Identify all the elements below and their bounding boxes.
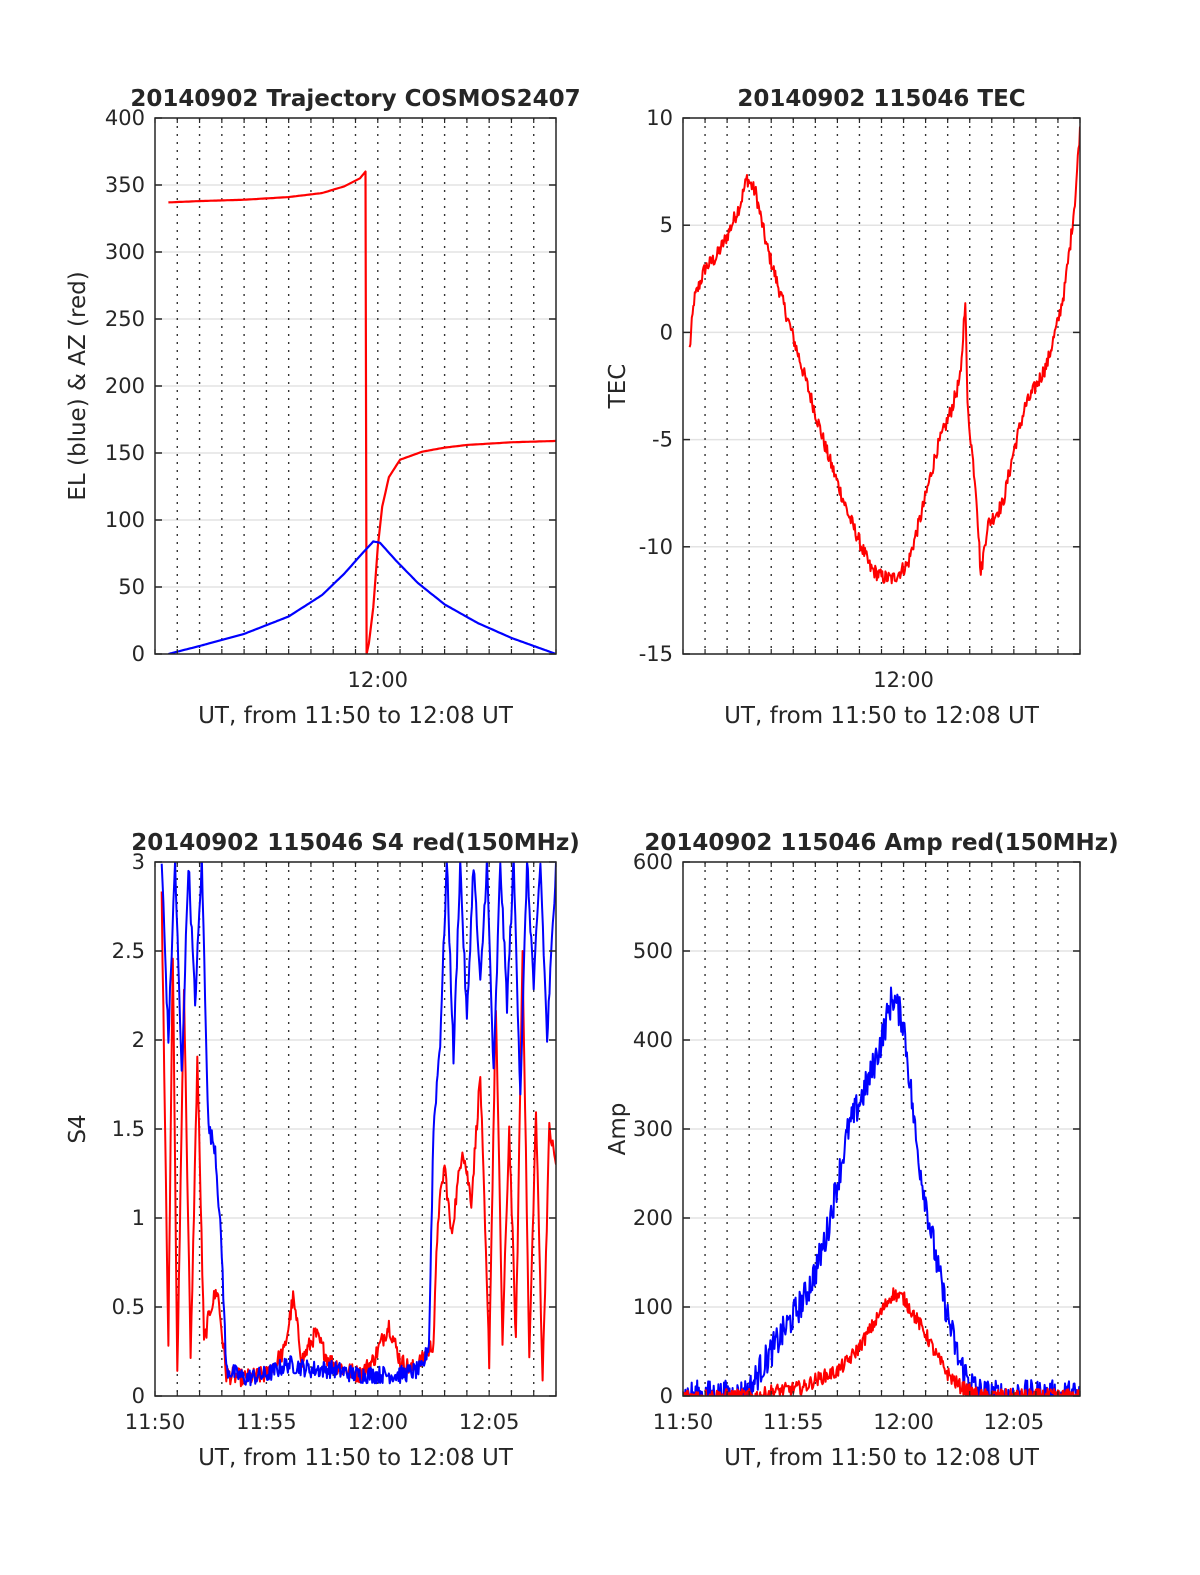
y-tick-label: -5 [652,428,673,452]
y-tick-label: -15 [639,642,673,666]
chart-trajectory: 0 50 100 150 200 250 300 350 400 12:00 20140902 Tr… [65,86,581,729]
y-axis-label: TEC [605,364,631,410]
y-tick-label: 400 [105,106,145,130]
chart-s4: 0 0.5 1 1.5 2 2.5 3 11:50 11:55 12:00 12:05 2014090… [65,830,580,1471]
y-tick-label: 300 [105,240,145,264]
x-tick-label: 12:00 [873,1410,934,1434]
y-tick-label: 400 [633,1028,673,1052]
y-tick-label: 0 [660,1384,673,1408]
y-tick-label: 0.5 [112,1295,145,1319]
x-tick-label: 11:55 [236,1410,297,1434]
y-tick-label: 50 [118,575,145,599]
chart-tec: -15 -10 -5 0 5 10 12:00 20140902 115046 TEC UT, … [605,86,1081,729]
series-line-red [688,126,1080,585]
y-tick-label: 1 [132,1206,145,1230]
x-tick-label: 12:00 [873,668,934,692]
y-tick-label: 600 [633,850,673,874]
y-tick-label: 5 [660,213,673,237]
x-axis-label: UT, from 11:50 to 12:08 UT [198,1445,514,1471]
y-tick-label: 10 [646,106,673,130]
y-tick-label: 0 [132,642,145,666]
series-line-blue [160,862,556,1387]
y-tick-label: 200 [633,1206,673,1230]
x-tick-label: 12:05 [459,1410,520,1434]
chart-title: 20140902 115046 TEC [737,86,1025,112]
y-axis-label: S4 [65,1114,91,1143]
y-tick-label: 2 [132,1028,145,1052]
y-tick-label: 100 [633,1295,673,1319]
y-axis-label: Amp [605,1103,631,1156]
y-tick-label: -10 [639,535,673,559]
y-tick-label: 300 [633,1117,673,1141]
chart-amp: 0 100 200 300 400 500 600 11:50 11:55 12:00 12:05 2… [605,830,1119,1471]
x-axis-label: UT, from 11:50 to 12:08 UT [724,1445,1040,1471]
x-tick-label: 12:00 [348,668,409,692]
y-tick-label: 1.5 [112,1117,145,1141]
series-line-red [168,170,556,654]
chart-title: 20140902 115046 S4 red(150MHz) [131,830,580,856]
x-tick-label: 12:05 [984,1410,1045,1434]
series-line-blue [168,540,556,654]
y-tick-label: 500 [633,939,673,963]
y-tick-label: 350 [105,173,145,197]
chart-title: 20140902 Trajectory COSMOS2407 [130,86,580,112]
x-tick-label: 11:50 [125,1410,186,1434]
y-tick-label: 0 [660,320,673,344]
y-tick-label: 3 [132,850,145,874]
y-axis-label: EL (blue) & AZ (red) [65,271,91,500]
x-tick-label: 11:50 [653,1410,714,1434]
y-tick-label: 100 [105,508,145,532]
chart-title: 20140902 115046 Amp red(150MHz) [644,830,1118,856]
x-axis-label: UT, from 11:50 to 12:08 UT [198,703,514,729]
y-tick-label: 2.5 [112,939,145,963]
y-tick-label: 0 [132,1384,145,1408]
x-axis-label: UT, from 11:50 to 12:08 UT [724,703,1040,729]
y-tick-label: 150 [105,441,145,465]
series-line-blue [684,986,1080,1396]
x-tick-label: 11:55 [763,1410,824,1434]
y-tick-label: 250 [105,307,145,331]
x-tick-label: 12:00 [348,1410,409,1434]
y-tick-label: 200 [105,374,145,398]
